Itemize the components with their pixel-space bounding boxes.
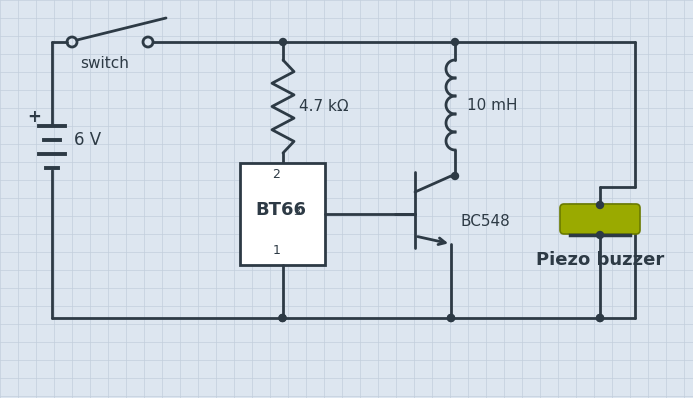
Text: 4.7 kΩ: 4.7 kΩ bbox=[299, 99, 349, 114]
FancyBboxPatch shape bbox=[560, 204, 640, 234]
Text: 10 mH: 10 mH bbox=[467, 98, 518, 113]
Circle shape bbox=[448, 314, 455, 322]
Circle shape bbox=[597, 232, 604, 238]
Circle shape bbox=[279, 39, 286, 45]
Bar bbox=[240, 163, 325, 265]
Circle shape bbox=[279, 314, 286, 322]
Circle shape bbox=[597, 314, 604, 322]
Circle shape bbox=[597, 314, 604, 322]
Text: 2: 2 bbox=[272, 168, 281, 181]
Text: 1: 1 bbox=[272, 244, 281, 258]
Circle shape bbox=[452, 39, 459, 45]
Circle shape bbox=[448, 314, 455, 322]
Text: BT66: BT66 bbox=[255, 201, 306, 219]
Text: Piezo buzzer: Piezo buzzer bbox=[536, 251, 664, 269]
Circle shape bbox=[597, 201, 604, 209]
Text: +: + bbox=[27, 108, 41, 126]
Text: 3: 3 bbox=[293, 207, 300, 217]
Circle shape bbox=[452, 172, 459, 179]
Text: switch: switch bbox=[80, 56, 129, 71]
Circle shape bbox=[279, 314, 286, 322]
Text: BC548: BC548 bbox=[461, 215, 511, 230]
Text: 6 V: 6 V bbox=[74, 131, 101, 149]
